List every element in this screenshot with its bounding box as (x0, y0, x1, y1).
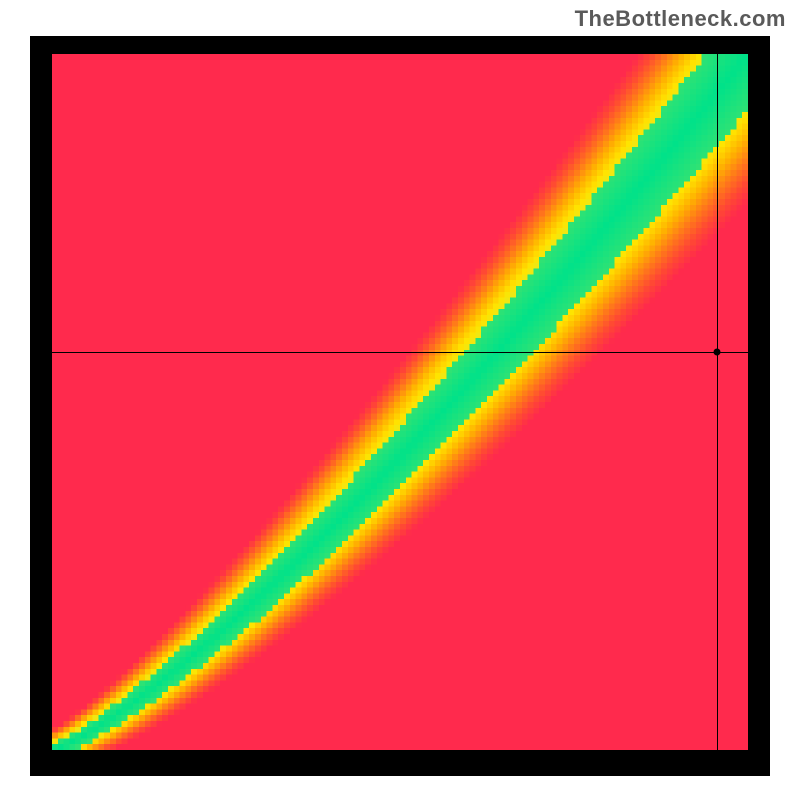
plot-frame (30, 36, 770, 776)
chart-container: TheBottleneck.com (0, 0, 800, 800)
intersection-marker (713, 348, 720, 355)
crosshair-horizontal (52, 352, 748, 353)
attribution-text: TheBottleneck.com (575, 6, 786, 32)
heatmap-canvas (52, 54, 748, 750)
crosshair-vertical (717, 54, 718, 750)
